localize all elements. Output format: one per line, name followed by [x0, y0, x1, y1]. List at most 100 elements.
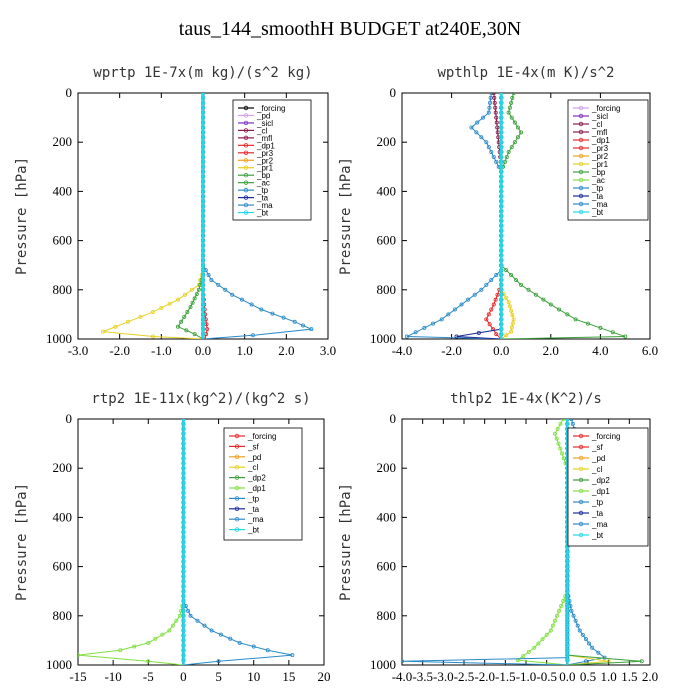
series-point	[181, 419, 186, 421]
series-point	[499, 312, 504, 317]
legend-entry: _dp2	[247, 474, 266, 483]
series-group	[101, 93, 314, 339]
legend-marker	[234, 444, 240, 449]
legend-entry: _sf	[247, 442, 259, 451]
series-point	[218, 632, 223, 637]
series-point	[200, 184, 205, 189]
series-point	[181, 589, 186, 594]
series-point	[479, 287, 484, 292]
legend-entry: _ac	[256, 179, 270, 188]
legend-entry: _ac	[591, 176, 605, 185]
series-point	[200, 213, 205, 218]
series-point	[492, 95, 497, 100]
x-tick-label: 2.0	[278, 343, 294, 358]
series-point	[548, 628, 553, 633]
legend-entry: _dp1	[256, 141, 275, 150]
legend-marker	[243, 202, 249, 208]
series-point	[446, 312, 451, 317]
legend-entry: _bt	[247, 526, 260, 535]
series-point	[181, 535, 186, 540]
x-tick-label: 2.0	[642, 669, 658, 684]
series-point	[200, 327, 205, 332]
series-point	[499, 194, 504, 199]
series-point	[200, 258, 205, 263]
plot-title: thlp2 1E-4x(K^2)/s	[450, 391, 602, 407]
plot-title: wpthlp 1E-4x(m K)/s^2	[437, 65, 614, 81]
legend-marker	[243, 128, 249, 133]
series-point	[499, 95, 504, 100]
series-point	[181, 628, 186, 633]
series-point	[511, 93, 516, 95]
series-point	[565, 544, 570, 549]
series-point	[179, 319, 184, 324]
series-point	[499, 100, 504, 105]
series-point	[565, 623, 570, 628]
series-point	[540, 637, 545, 642]
x-tick-label: -10	[104, 669, 121, 684]
series-point	[499, 105, 504, 110]
series-point	[188, 305, 193, 310]
series-point	[459, 302, 464, 307]
series-point	[230, 292, 235, 297]
series-point	[552, 431, 557, 436]
series-point	[181, 461, 186, 466]
series-point	[181, 480, 186, 485]
series-point	[484, 140, 489, 145]
series-point	[499, 93, 504, 95]
series-point	[499, 164, 504, 169]
legend-entry: _ta	[591, 192, 604, 201]
legend-box	[567, 427, 649, 547]
series-point	[499, 140, 504, 145]
series-point	[499, 209, 504, 214]
series-line-bp	[177, 93, 204, 339]
series-point	[550, 623, 555, 628]
legend-marker	[578, 185, 584, 191]
series-point	[469, 125, 474, 130]
legend-entry: _ta	[247, 505, 260, 514]
series-point	[499, 213, 504, 218]
legend-entry: _sicl	[591, 112, 608, 121]
series-point	[181, 426, 186, 431]
legend-marker	[578, 433, 584, 439]
series-point	[175, 297, 180, 302]
legend-marker	[234, 475, 240, 480]
series-point	[499, 145, 504, 150]
legend-entry: _dp2	[591, 476, 610, 485]
legend-marker	[578, 177, 584, 183]
series-point	[486, 110, 491, 115]
series-point	[200, 95, 205, 100]
y-tick-label: 600	[377, 233, 397, 248]
series-point	[200, 287, 205, 292]
legend-entry: _forcing	[256, 104, 285, 113]
x-tick-label: 0.5	[580, 669, 596, 684]
series-point	[499, 120, 504, 125]
series-point	[200, 105, 205, 110]
y-tick-label: 400	[53, 509, 73, 524]
series-point	[557, 307, 562, 312]
legend-marker	[578, 137, 584, 143]
series-point	[185, 309, 190, 314]
series-point	[511, 317, 516, 322]
legend-marker	[234, 517, 240, 522]
series-point	[181, 584, 186, 589]
series-point	[181, 603, 186, 608]
series-point	[466, 297, 471, 302]
y-tick-label: 200	[53, 134, 73, 149]
series-point	[580, 632, 585, 637]
series-point	[200, 263, 205, 268]
legend-marker	[234, 496, 240, 501]
series-point	[200, 223, 205, 228]
series-point	[181, 633, 186, 638]
legend-marker	[243, 120, 249, 126]
series-point	[209, 628, 214, 633]
series-point	[506, 150, 511, 155]
legend-box	[567, 99, 649, 221]
x-tick-label: -2.5	[454, 669, 475, 684]
series-point	[494, 159, 499, 164]
series-point	[499, 159, 504, 164]
series-point	[181, 510, 186, 515]
series-point	[200, 277, 205, 282]
series-point	[586, 321, 591, 326]
y-tick-label: 400	[53, 183, 73, 198]
